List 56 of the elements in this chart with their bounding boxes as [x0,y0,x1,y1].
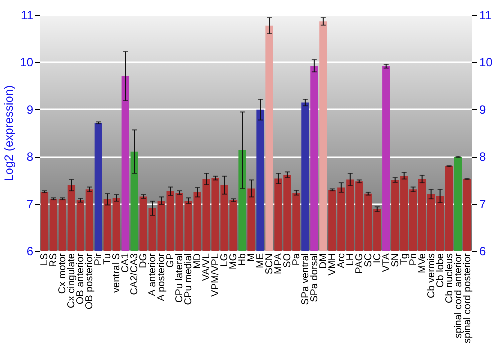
y-tick-label: 11 [21,8,34,22]
x-tick-label: Cb vermis [426,254,438,299]
x-tick-label: DG [138,253,150,268]
x-tick-label: GP [166,253,177,268]
x-tick-label: MPA [273,253,284,274]
x-tick-label: Pir [94,252,105,266]
x-tick-label: IC [372,254,384,264]
x-tick-label: PAG [354,253,366,274]
x-tick-label: Cb nucleus [444,254,456,304]
x-tick-label: ventral S [112,253,123,293]
y-tick-label: 8 [26,150,34,164]
x-tick-label: SO [282,253,294,268]
y2-tick-label: 9 [480,102,486,117]
x-tick-label: CPu medial [184,254,195,306]
x-tick-label: RS [48,253,60,268]
x-tick-label: LH [345,254,356,266]
x-tick-label: spinal cord anterior [453,252,464,339]
x-tick-label: Arc [336,254,348,268]
x-tick-label: CA2/CA3 [130,253,141,296]
x-tick-label: OB posterior [84,252,96,310]
x-tick-label: LG [220,253,231,267]
x-tick-label: M [246,254,258,262]
x-tick-label: Tu [102,254,114,265]
x-tick-label: CA1 [120,253,132,273]
x-tick-label: SPa dorsal [309,254,320,302]
x-tick-label: Hb [238,253,249,266]
x-tick-label: SN [390,254,402,268]
y-tick-label: 6 [26,244,34,258]
y-axis-title: Log2 (expression) [2,85,16,182]
y2-tick-label: 10 [480,56,494,70]
x-tick-label: VPM/VPL [210,253,222,297]
y2-tick-label: 6 [480,244,486,258]
x-tick-label: MVe [417,253,428,274]
x-tick-label: VMH [327,254,338,276]
y-tick-label: 10 [20,56,34,70]
y2-tick-label: 11 [480,8,492,22]
x-tick-label: Tg [399,254,410,266]
x-tick-label: SCN [264,254,276,275]
x-tick-label: Pn [408,254,420,266]
x-tick-label: OB anterior [76,252,87,305]
x-tick-label: A anterior [148,252,159,296]
x-tick-label: A posterior [156,252,168,302]
y-tick-label: 7 [26,197,34,212]
x-tick-label: DM [318,254,330,270]
y2-tick-label: 8 [480,150,486,164]
x-tick-label: Pa [291,253,302,266]
x-tick-label: VTA [381,253,392,272]
x-tick-label: ME [255,253,266,268]
x-tick-label: LS [40,253,51,266]
x-tick-label: spinal cord posterior [462,252,474,344]
x-tick-label: SC [363,254,374,268]
x-tick-label: SPa ventral [300,254,312,306]
y-tick-label: 9 [26,102,34,117]
x-tick-label: Cb lobe [435,253,446,288]
x-tick-label: Cx cingulate [66,253,78,309]
y2-tick-label: 7 [480,197,486,212]
